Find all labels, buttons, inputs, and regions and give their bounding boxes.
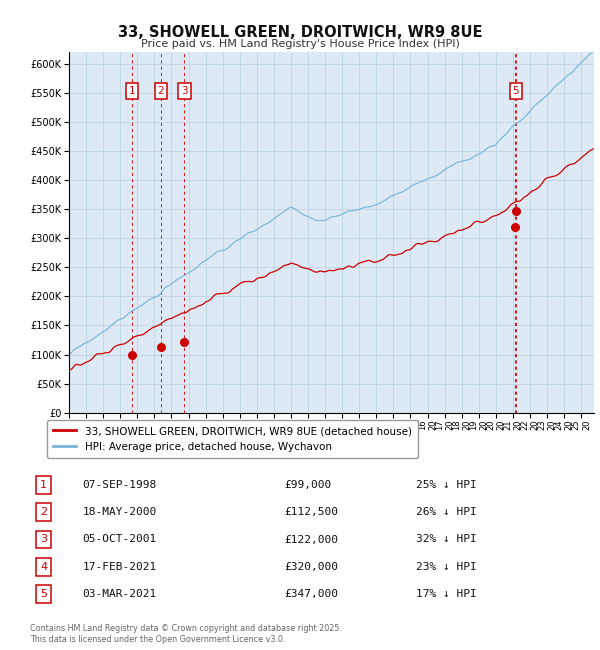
Text: Price paid vs. HM Land Registry's House Price Index (HPI): Price paid vs. HM Land Registry's House …: [140, 39, 460, 49]
Text: Contains HM Land Registry data © Crown copyright and database right 2025.
This d: Contains HM Land Registry data © Crown c…: [30, 624, 342, 644]
Text: 4: 4: [40, 562, 47, 572]
Text: 33, SHOWELL GREEN, DROITWICH, WR9 8UE: 33, SHOWELL GREEN, DROITWICH, WR9 8UE: [118, 25, 482, 40]
Text: 32% ↓ HPI: 32% ↓ HPI: [416, 534, 477, 545]
Legend: 33, SHOWELL GREEN, DROITWICH, WR9 8UE (detached house), HPI: Average price, deta: 33, SHOWELL GREEN, DROITWICH, WR9 8UE (d…: [47, 420, 418, 458]
Text: 05-OCT-2001: 05-OCT-2001: [82, 534, 157, 545]
Text: £320,000: £320,000: [284, 562, 338, 572]
Text: 2: 2: [40, 507, 47, 517]
Text: 03-MAR-2021: 03-MAR-2021: [82, 589, 157, 599]
Text: £347,000: £347,000: [284, 589, 338, 599]
Text: 07-SEP-1998: 07-SEP-1998: [82, 480, 157, 490]
Text: 26% ↓ HPI: 26% ↓ HPI: [416, 507, 477, 517]
Text: 1: 1: [40, 480, 47, 490]
Text: 18-MAY-2000: 18-MAY-2000: [82, 507, 157, 517]
Text: £112,500: £112,500: [284, 507, 338, 517]
Text: 2: 2: [158, 86, 164, 96]
Text: 5: 5: [512, 86, 519, 96]
Text: 17-FEB-2021: 17-FEB-2021: [82, 562, 157, 572]
Text: 3: 3: [181, 86, 188, 96]
Text: 1: 1: [128, 86, 136, 96]
Text: 3: 3: [40, 534, 47, 545]
Text: 23% ↓ HPI: 23% ↓ HPI: [416, 562, 477, 572]
Text: 25% ↓ HPI: 25% ↓ HPI: [416, 480, 477, 490]
Text: £122,000: £122,000: [284, 534, 338, 545]
Text: 17% ↓ HPI: 17% ↓ HPI: [416, 589, 477, 599]
Text: 5: 5: [40, 589, 47, 599]
Text: £99,000: £99,000: [284, 480, 331, 490]
